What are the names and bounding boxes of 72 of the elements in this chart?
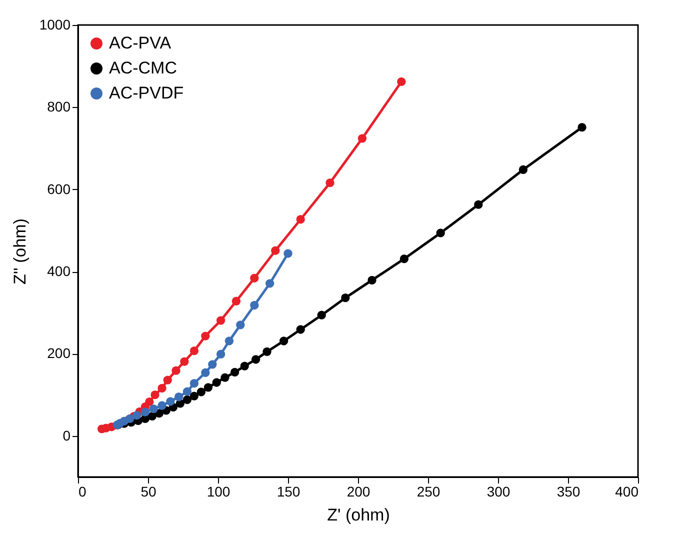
point [400,254,409,264]
y-tick-label: 400 [47,263,71,280]
point [250,300,259,310]
y-axis-title: Z'' (ohm) [10,218,30,284]
x-axis-title: Z' (ohm) [327,506,390,524]
y-tick-label: 1000 [39,16,71,32]
point [132,411,142,420]
point [296,215,305,224]
legend-label: AC-PVA [109,34,172,52]
legend-label: AC-CMC [109,58,177,78]
point [474,200,483,209]
point [230,368,240,377]
point [436,228,445,238]
point [174,392,184,402]
point [271,246,280,255]
point [182,395,192,404]
point [150,390,160,400]
x-tick-label: 50 [140,484,156,500]
point [145,397,154,406]
point [190,392,199,400]
point [163,376,172,384]
x-tick-label: 350 [556,484,580,500]
point [204,383,213,392]
x-tick-label: 200 [346,484,370,500]
point [262,347,272,356]
x-tick-label: 150 [276,484,300,500]
point [201,368,210,377]
point [251,355,260,364]
y-tick-label: 600 [47,180,71,197]
point [196,388,206,396]
point [265,279,274,288]
point [172,366,180,375]
point [220,373,230,382]
point [180,357,189,366]
point [201,332,210,340]
point [190,346,199,356]
x-tick-label: 100 [206,484,230,500]
point [284,249,292,258]
point [578,122,586,132]
point [190,378,199,388]
point [358,134,367,143]
point [341,294,350,302]
y-tick-label: 800 [47,98,71,115]
point [236,320,245,330]
point [216,316,226,325]
point [317,310,326,320]
point [279,336,288,346]
y-tick-label: 0 [62,427,71,444]
point [208,360,217,369]
x-tick-label: 300 [486,484,510,500]
point [518,165,528,174]
point [232,296,241,306]
point [397,77,406,86]
y-tick-label: 200 [47,345,71,362]
x-tick-label: 250 [416,484,440,500]
x-tick-label: 400 [615,484,639,500]
point [240,362,249,370]
legend-label: AC-PVDF [109,84,184,102]
point [158,384,166,393]
point [368,276,376,284]
point [212,378,221,387]
point [158,401,166,410]
point [166,397,175,406]
point [140,408,150,416]
x-tick-label: 0 [78,484,86,500]
point [326,178,334,188]
point [149,404,158,414]
point [224,336,234,346]
point [216,350,226,358]
point [182,387,192,396]
point [250,274,259,282]
point [296,325,305,334]
